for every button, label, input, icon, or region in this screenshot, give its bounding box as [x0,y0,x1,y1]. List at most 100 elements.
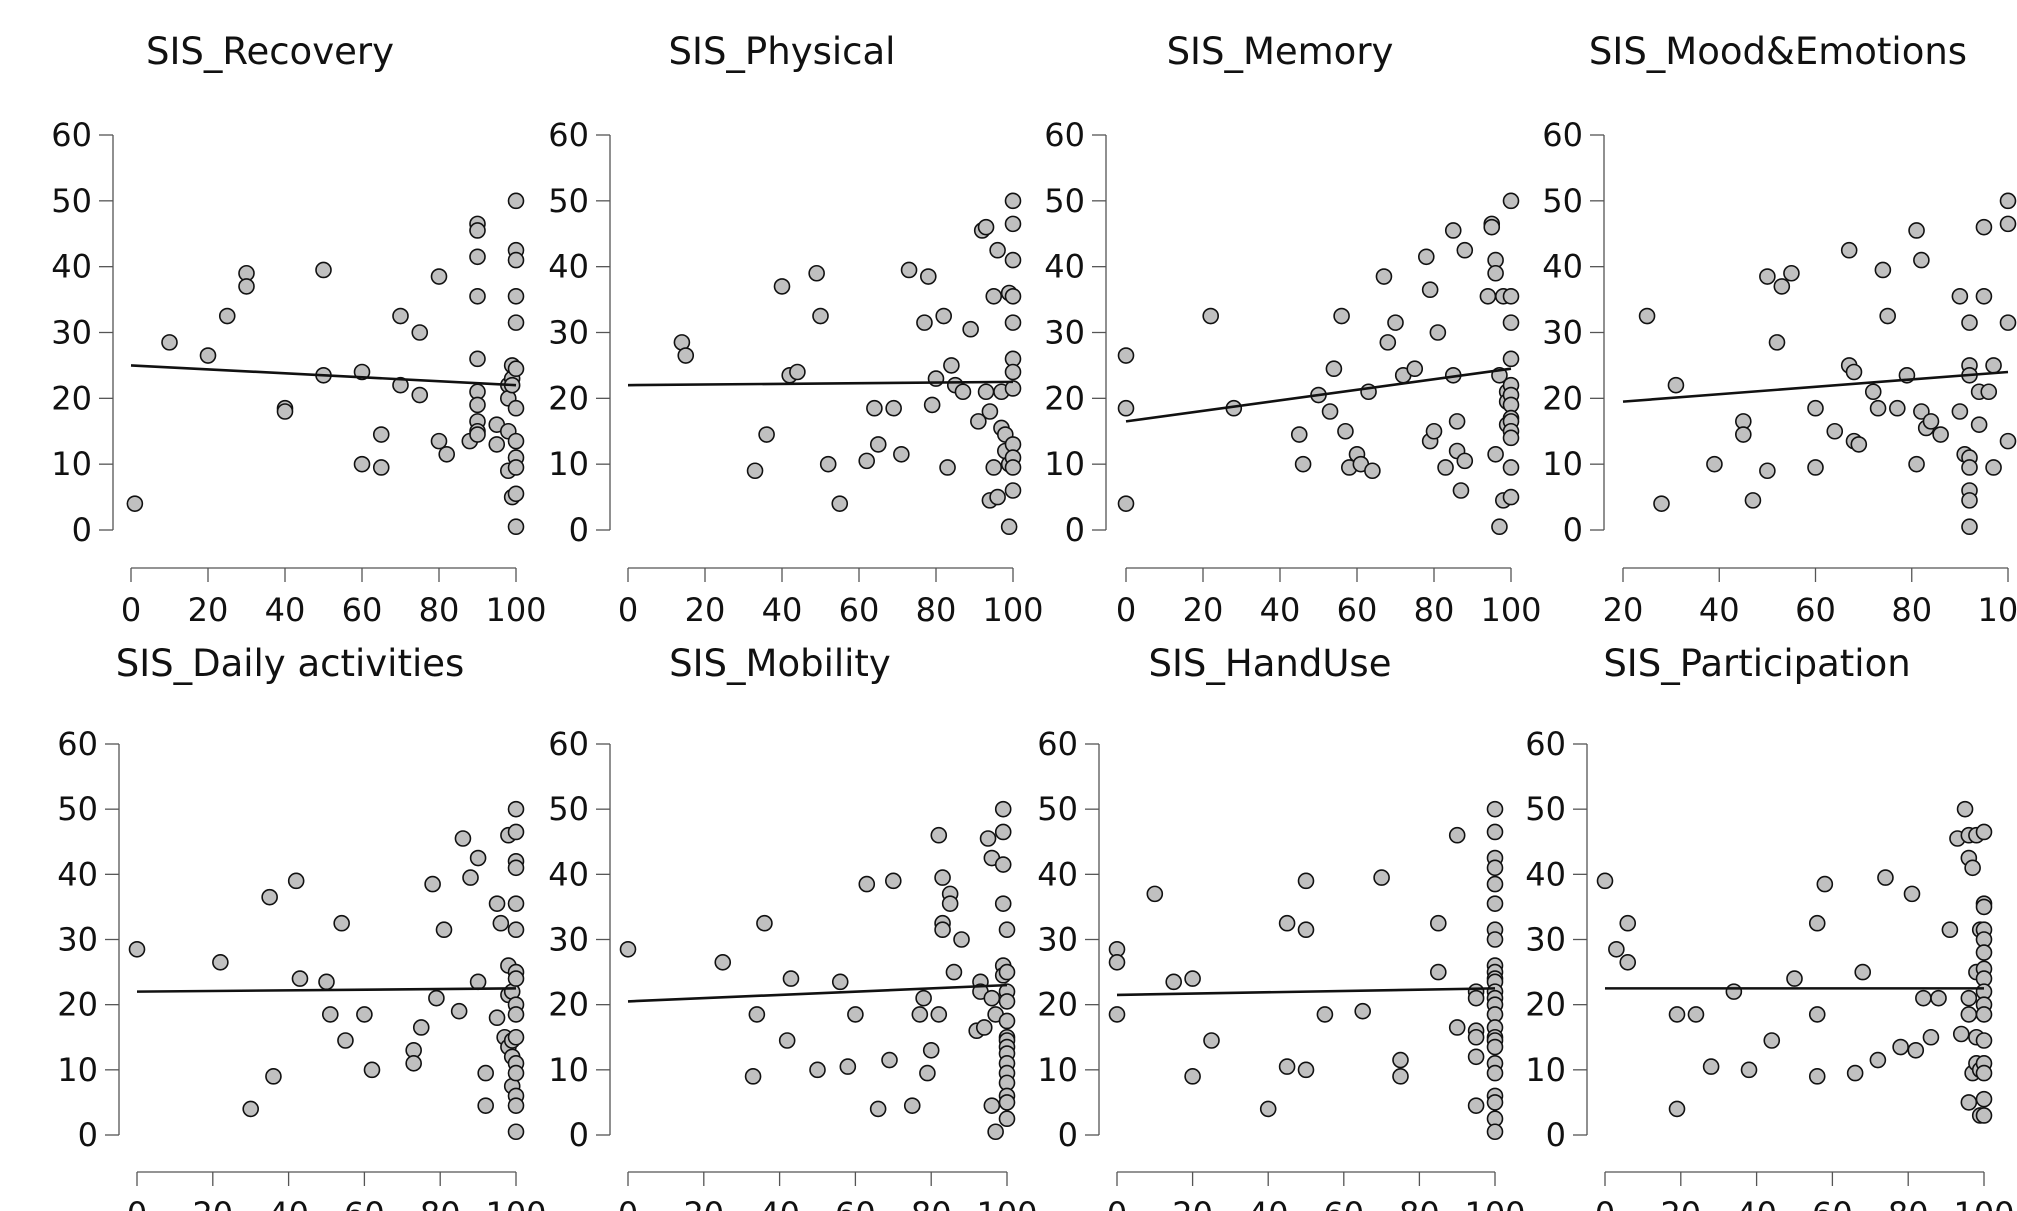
data-point [161,334,178,351]
data-point [1448,413,1466,430]
data-point [372,459,390,476]
data-point [1467,1028,1485,1046]
data-point [1908,455,1925,473]
data-point [1913,403,1930,420]
y-tick-label: 30 [51,314,92,352]
y-tick-label: 20 [1542,379,1583,417]
x-tick-label: 60 [839,591,880,629]
data-point [242,1100,259,1118]
y-tick-label: 60 [51,116,92,154]
data-point [756,914,773,932]
data-point [677,347,695,364]
x-tick-label: 80 [419,591,460,629]
data-point [411,386,429,404]
data-point [900,261,918,279]
data-point [454,830,472,847]
data-point [392,307,409,325]
data-point [1874,261,1892,279]
data-point [1290,426,1308,443]
data-point [1985,459,2002,476]
data-point [469,426,486,443]
data-point [782,970,800,987]
data-point [858,875,876,893]
data-point [1297,872,1315,890]
regression-line [1116,987,1496,997]
data-point [1392,1068,1409,1085]
y-tick-label: 60 [1525,725,1566,763]
data-point [994,800,1012,818]
data-point [1004,482,1022,499]
x-tick-label: 0 [618,591,638,629]
data-point [1146,885,1164,903]
x-tick-label: 0 [121,591,141,629]
data-point [1486,800,1504,818]
data-point [919,1064,936,1082]
data-point [424,875,441,893]
data-point [212,954,229,971]
x-tick-label: 100 [1977,591,2017,629]
data-point [438,445,456,463]
data-point [1418,248,1435,266]
y-tick-label: 0 [569,1116,589,1154]
data-point [1922,413,1940,430]
data-point [428,989,445,1007]
data-point [989,488,1006,506]
data-point [934,869,951,886]
data-point [1184,970,1201,987]
y-tick-label: 60 [1044,116,1085,154]
data-point [265,1068,282,1085]
y-tick-label: 10 [57,1051,98,1089]
x-tick-label: 80 [420,1195,461,1211]
data-point [930,1006,948,1023]
data-point [469,849,487,867]
y-tick-label: 10 [548,1051,589,1089]
data-point [1479,287,1497,305]
x-tick-label: 100 [982,591,1043,629]
x-tick-label: 40 [1699,591,1740,629]
data-point [1375,268,1393,285]
data-point [507,485,525,503]
data-point [778,1032,796,1049]
data-point [953,931,970,948]
data-point [1165,973,1182,991]
data-point [819,455,837,473]
data-point [1502,459,1520,476]
data-point [477,1064,494,1082]
data-point [1999,215,2017,233]
data-point [1706,455,1723,473]
data-point [1975,898,1993,916]
data-point [1467,989,1485,1007]
data-point [1502,429,1520,447]
data-point [970,413,987,430]
data-point [1951,287,1969,305]
data-point [333,914,350,932]
y-tick-label: 50 [1542,182,1583,220]
data-point [469,396,486,414]
data-point [1999,192,2017,210]
data-point [507,251,525,269]
data-point [975,1019,993,1036]
data-point [985,459,1003,476]
data-point [507,1123,525,1141]
data-point [261,888,278,906]
data-point [507,921,525,939]
regression-line [627,380,1014,387]
data-point [903,1097,921,1114]
data-point [1869,399,1887,417]
data-point [488,1009,506,1027]
data-point [1502,192,1520,210]
data-point [893,445,910,463]
x-tick-label: 20 [1660,1195,1701,1211]
data-point [1337,422,1354,440]
data-point [919,268,937,285]
data-point [619,940,637,958]
y-tick-label: 30 [548,921,589,959]
data-point [1486,1064,1504,1082]
y-tick-label: 60 [57,725,98,763]
y-tick-label: 0 [1546,1116,1566,1154]
y-tick-label: 60 [548,116,589,154]
data-point [1486,859,1504,877]
data-point [1759,268,1776,285]
data-point [839,1058,857,1075]
data-point [1908,222,1925,239]
